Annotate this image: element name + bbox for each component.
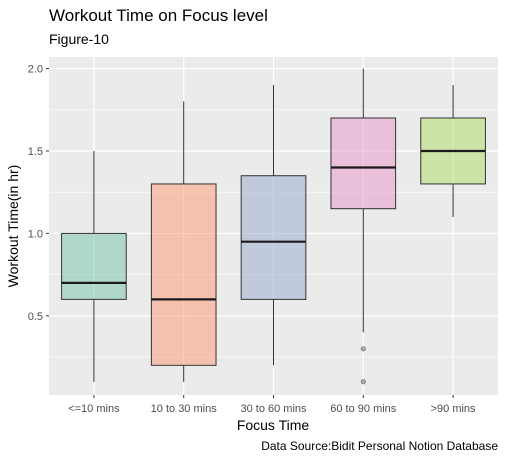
box-iqr: [61, 232, 127, 300]
x-tick-label: <=10 mins: [68, 403, 120, 415]
y-tick-label: 1.0: [28, 228, 43, 240]
outlier-point: [360, 379, 366, 385]
outlier-point: [360, 346, 366, 352]
x-tick-label: 30 to 60 mins: [240, 403, 307, 415]
box-iqr: [240, 175, 307, 300]
chart-subtitle: Figure-10: [49, 31, 109, 47]
y-tick-label: 2.0: [28, 64, 43, 76]
x-tick-label: 60 to 90 mins: [330, 403, 397, 415]
x-tick-label: 10 to 30 mins: [151, 403, 218, 415]
y-axis-label: Workout Time(in hr): [5, 165, 21, 288]
x-tick-label: >90 mins: [431, 403, 476, 415]
box-layer: [61, 68, 486, 385]
y-tick-label: 1.5: [28, 146, 43, 158]
chart-title: Workout Time on Focus level: [49, 6, 268, 25]
y-tick-label: 0.5: [28, 311, 43, 323]
box-iqr: [330, 117, 397, 210]
data-source-caption: Data Source:Bidit Personal Notion Databa…: [261, 439, 498, 453]
x-axis-label: Focus Time: [237, 417, 310, 433]
box-iqr: [150, 183, 217, 366]
axis-layer: 0.5 1.0 1.5 2.0 <=10 mins 10 to 30 mins 30 to …: [28, 64, 476, 415]
